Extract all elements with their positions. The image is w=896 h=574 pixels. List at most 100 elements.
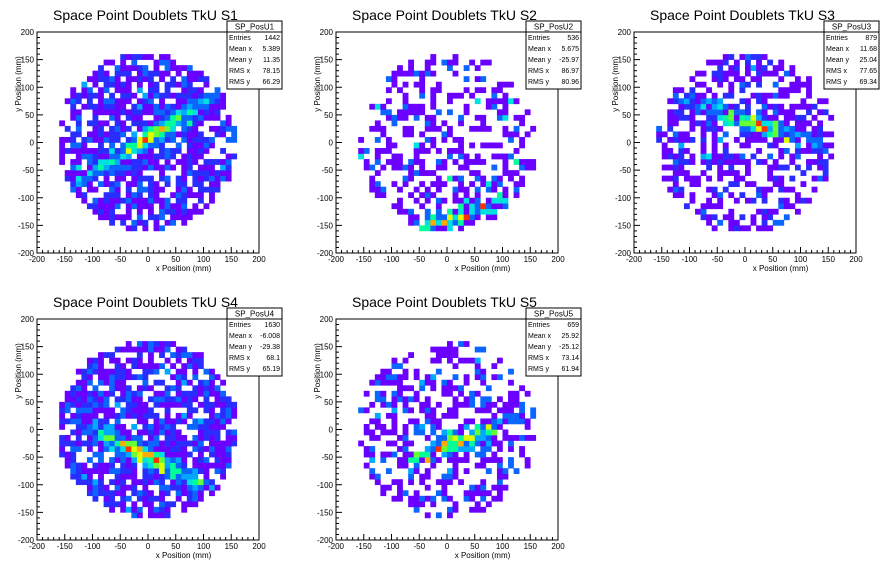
histogram-bin xyxy=(756,131,762,138)
histogram-bin xyxy=(435,214,442,221)
histogram-bin xyxy=(435,175,442,182)
histogram-bin xyxy=(480,423,487,430)
histogram-bin xyxy=(672,87,679,94)
histogram-bin xyxy=(469,142,476,149)
histogram-bin xyxy=(711,103,718,110)
histogram-bin xyxy=(120,346,127,353)
histogram-bin xyxy=(159,70,165,77)
histogram-bin xyxy=(225,451,232,458)
histogram-bin xyxy=(209,451,215,458)
histogram-bin xyxy=(164,346,171,353)
histogram-bin xyxy=(142,401,149,408)
histogram-bin xyxy=(181,368,188,375)
stats-box-name: SP_PosU2 xyxy=(534,23,574,32)
histogram-bin xyxy=(822,164,829,171)
histogram-bin xyxy=(397,65,403,71)
histogram-bin xyxy=(430,136,437,143)
histogram-bin xyxy=(125,374,132,381)
histogram-bin xyxy=(458,120,464,127)
histogram-bin xyxy=(181,81,188,88)
histogram-bin xyxy=(203,203,210,210)
histogram-bin xyxy=(430,462,437,469)
histogram-bin xyxy=(413,429,420,436)
histogram-bin xyxy=(767,70,774,77)
histogram-bin xyxy=(502,164,509,171)
histogram-bin xyxy=(806,81,812,88)
histogram-bin xyxy=(474,501,481,508)
histogram-bin xyxy=(103,153,110,160)
histogram-bin xyxy=(794,148,801,154)
histogram-bin xyxy=(491,208,498,215)
histogram-bin xyxy=(430,374,437,381)
histogram-bin xyxy=(197,131,204,138)
histogram-bin xyxy=(441,197,448,204)
histogram-bin xyxy=(424,148,431,154)
histogram-bin xyxy=(385,142,392,149)
histogram-bin xyxy=(430,423,437,430)
histogram-bin xyxy=(109,368,115,375)
histogram-bin xyxy=(192,501,199,508)
histogram-bin xyxy=(120,153,127,160)
y-tick-label: 200 xyxy=(618,28,632,37)
stats-value: 659 xyxy=(567,322,579,329)
histogram-bin xyxy=(186,484,193,491)
y-tick-label: 100 xyxy=(21,83,35,92)
y-tick-label: -150 xyxy=(317,221,334,230)
histogram-bin xyxy=(800,125,807,132)
histogram-bin xyxy=(81,192,88,199)
histogram-bin xyxy=(225,164,232,171)
histogram-bin xyxy=(656,136,663,143)
histogram-bin xyxy=(125,451,132,458)
histogram-bin xyxy=(136,346,143,353)
x-tick-label: -150 xyxy=(57,255,74,264)
x-tick-label: 100 xyxy=(794,255,808,264)
histogram-bin xyxy=(81,87,88,94)
histogram-bin xyxy=(402,462,409,469)
histogram-bin xyxy=(452,159,459,165)
histogram-bin xyxy=(722,109,729,116)
histogram-bin xyxy=(159,164,165,171)
histogram-bin xyxy=(164,446,171,452)
histogram-bin xyxy=(98,170,104,176)
histogram-bin xyxy=(164,159,171,165)
histogram-bin xyxy=(711,214,718,221)
histogram-bin xyxy=(496,490,503,497)
histogram-bin xyxy=(502,114,509,121)
histogram-bin xyxy=(75,125,82,132)
histogram-bin xyxy=(745,70,751,77)
histogram-bin xyxy=(463,208,470,215)
histogram-bin xyxy=(136,159,143,165)
histogram-bin xyxy=(136,490,143,497)
histogram-bin xyxy=(164,197,171,204)
histogram-bin xyxy=(828,142,835,149)
stats-value: 25.92 xyxy=(561,333,579,340)
histogram-bin xyxy=(81,92,88,99)
stats-label: RMS x xyxy=(528,355,550,362)
histogram-bin xyxy=(197,379,204,386)
histogram-bin xyxy=(103,175,110,182)
histogram-bin xyxy=(678,170,685,176)
histogram-bin xyxy=(474,170,481,176)
histogram-bin xyxy=(125,192,132,199)
histogram-bin xyxy=(452,451,459,458)
histogram-bin xyxy=(203,385,210,392)
histogram-bin xyxy=(103,208,110,215)
histogram-bin xyxy=(81,175,88,182)
histogram-bin xyxy=(469,214,476,221)
histogram-bin xyxy=(733,65,740,71)
histogram-bin xyxy=(220,462,226,469)
histogram-bin xyxy=(806,159,812,165)
histogram-bin xyxy=(164,512,171,519)
histogram-bin xyxy=(170,473,177,480)
histogram-bin xyxy=(164,341,171,347)
histogram-bin xyxy=(519,385,525,392)
histogram-bin xyxy=(64,462,71,469)
histogram-bin xyxy=(385,136,392,143)
histogram-bin xyxy=(435,197,442,204)
histogram-bin xyxy=(408,418,414,425)
histogram-bin xyxy=(109,352,115,358)
histogram-bin xyxy=(142,412,149,419)
histogram-bin xyxy=(772,164,779,171)
histogram-bin xyxy=(214,390,221,397)
histogram-bin xyxy=(672,159,679,165)
